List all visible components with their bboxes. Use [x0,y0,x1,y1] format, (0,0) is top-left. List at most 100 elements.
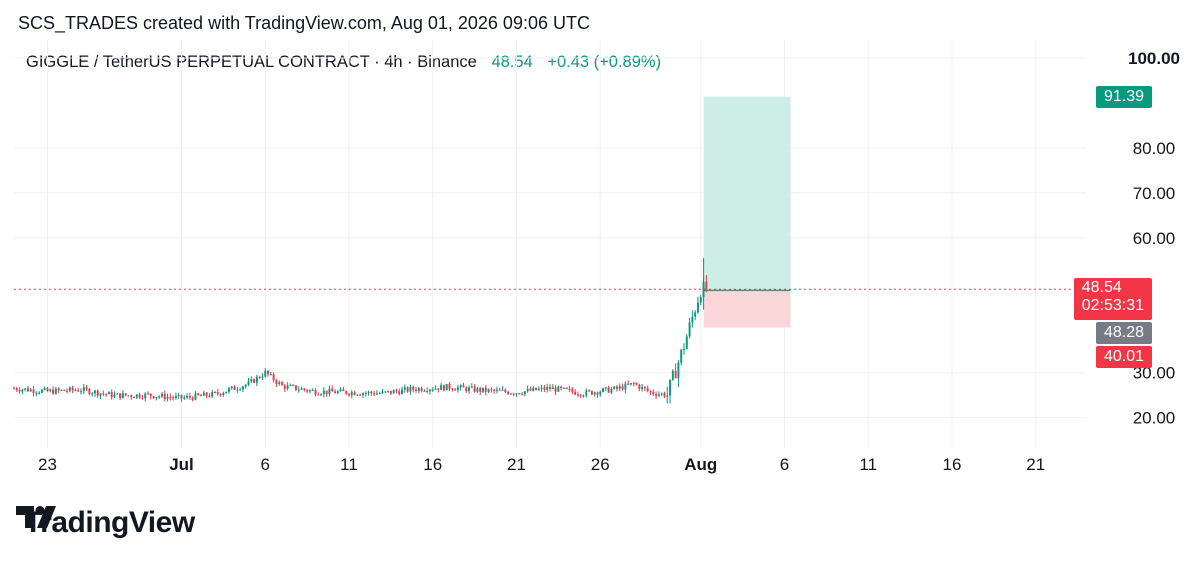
candle-body [15,388,18,391]
candle-body [342,389,345,392]
candle-body [685,336,688,350]
candle-body [21,389,24,392]
candle-body [437,388,440,390]
candlestick-chart[interactable]: 23 Jul 6 11 16 21 26 Aug 6 11 16 21 100.00 80.00 70.00… [13,40,1186,480]
candle-body [420,388,423,392]
candle-body [18,390,21,392]
candle-body [303,388,306,390]
candle-body [116,393,119,395]
candle-body [364,393,367,395]
candle-body [216,392,219,394]
candle-body [102,393,105,395]
candle-body [345,391,348,394]
candle-body [521,394,524,396]
candle-body [334,391,337,394]
candle-body [306,389,309,392]
candle-body [328,388,331,394]
candle-body [348,393,350,396]
candle-body [699,297,702,303]
candle-body [574,391,577,395]
x-tick-label: Aug [684,455,717,474]
candle-body [286,385,289,389]
candle-body [297,389,300,391]
candle-body [523,391,526,395]
candle-body [532,387,535,391]
candle-body [96,390,99,396]
candle-body [378,393,381,395]
candle-body [445,383,448,391]
candle-body [593,392,596,395]
candle-body [191,397,194,400]
candle-body [465,387,468,392]
candle-body [671,370,674,380]
candle-body [373,393,376,395]
candle-body [479,388,482,392]
candle-body [60,389,63,391]
candle-body [412,386,415,390]
candle-body [68,387,71,391]
candle-body [440,385,443,390]
candle-body [627,383,630,385]
candle-body [456,387,459,391]
candle-body [269,374,272,376]
candle-body [331,388,334,392]
chart-area[interactable]: 23 Jul 6 11 16 21 26 Aug 6 11 16 21 100.00 80.00 70.00… [13,40,1186,480]
candle-body [557,386,560,392]
candle-body [602,388,605,392]
x-tick-label: 26 [591,455,610,474]
x-tick-label: 11 [859,455,877,474]
candle-body [174,395,177,398]
candle-body [144,393,147,399]
candle-body [588,390,591,392]
candle-body [694,312,697,317]
candle-body [110,392,113,398]
candle-body [683,349,685,351]
candle-body [77,390,80,392]
candle-body [434,388,437,390]
candle-body [398,391,401,395]
candle-body [227,388,230,392]
candle-body [599,391,602,395]
candle-body [197,393,200,396]
candle-body [214,391,216,393]
candle-body [487,389,490,392]
candle-body [141,397,144,399]
candle-body [384,391,387,393]
chart-snapshot-caption: SCS_TRADES created with TradingView.com,… [18,13,590,33]
candle-body [43,388,46,390]
candle-body [431,389,434,391]
candle-body [121,393,124,399]
candle-body [554,387,557,392]
candle-body [85,387,88,390]
y-tick-label: 80.00 [1133,139,1176,158]
candle-body [387,390,390,392]
candle-body [560,386,563,389]
candle-body [105,393,108,395]
candle-body [518,393,521,395]
candle-body [495,389,498,391]
candle-body [163,393,166,400]
candle-body [339,389,342,392]
candle-body [666,395,669,397]
candle-body [618,386,621,389]
candle-body [607,387,610,393]
candle-body [155,397,158,399]
candle-body [585,390,588,396]
candle-body [40,389,43,393]
x-tick-label: 16 [423,455,442,474]
candle-body [669,379,672,396]
candle-body [233,386,236,390]
candle-body [596,392,599,395]
candle-body [336,391,339,394]
candle-body [655,394,658,396]
last-price-tag-value: 48.54 [1081,279,1122,297]
x-tick-label: 23 [38,455,57,474]
candle-body [353,392,356,396]
candle-body [409,386,412,392]
candle-body [283,385,286,389]
candle-body [113,394,116,398]
candle-body [278,382,281,384]
candle-body [375,393,378,395]
candle-body [261,376,264,378]
candle-body [183,397,186,399]
